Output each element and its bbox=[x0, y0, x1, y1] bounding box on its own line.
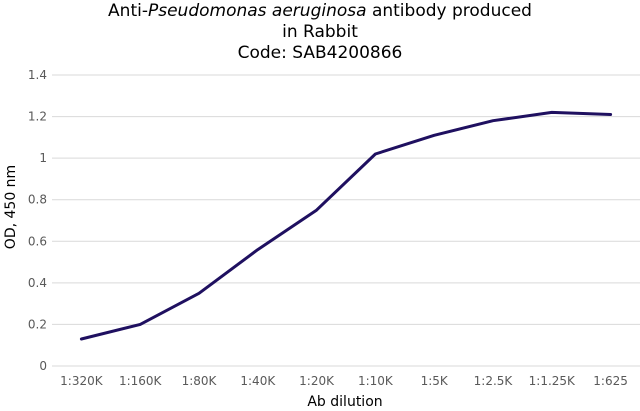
x-tick-label: 1:2.5K bbox=[474, 374, 514, 388]
y-tick-label: 0.4 bbox=[28, 276, 47, 290]
y-tick-label: 1.2 bbox=[28, 110, 47, 124]
chart-title: Anti-Pseudomonas aeruginosa antibody pro… bbox=[0, 1, 640, 64]
series-line bbox=[79, 110, 613, 341]
x-tick-label: 1:5K bbox=[421, 374, 449, 388]
y-axis-label: OD, 450 nm bbox=[3, 165, 19, 249]
chart-title-line-1: Anti-Pseudomonas aeruginosa antibody pro… bbox=[108, 1, 532, 21]
y-tick-label: 0.6 bbox=[28, 234, 47, 248]
y-tick-label: 0 bbox=[39, 359, 47, 373]
y-tick-label: 1 bbox=[39, 151, 47, 165]
y-tick-label: 0.8 bbox=[28, 193, 47, 207]
x-tick-label: 1:625 bbox=[593, 374, 628, 388]
x-tick-label: 1:320K bbox=[60, 374, 104, 388]
chart-title-line-2: in Rabbit bbox=[282, 22, 358, 42]
gridlines bbox=[52, 74, 640, 367]
x-tick-label: 1:10K bbox=[358, 374, 394, 388]
y-axis-ticks: 0 0.2 0.4 0.6 0.8 1 1.2 1.4 bbox=[28, 68, 47, 373]
chart-title-line-3: Code: SAB4200866 bbox=[237, 43, 403, 63]
x-tick-label: 1:40K bbox=[240, 374, 276, 388]
y-tick-label: 0.2 bbox=[28, 317, 47, 331]
x-tick-label: 1:80K bbox=[182, 374, 218, 388]
x-tick-label: 1:160K bbox=[119, 374, 163, 388]
y-tick-label: 1.4 bbox=[28, 68, 47, 82]
x-axis-ticks: 1:320K 1:160K 1:80K 1:40K 1:20K 1:10K 1:5K 1:2.… bbox=[60, 374, 628, 388]
x-tick-label: 1:1.25K bbox=[529, 374, 576, 388]
x-axis-label: Ab dilution bbox=[307, 394, 382, 410]
x-tick-label: 1:20K bbox=[299, 374, 335, 388]
